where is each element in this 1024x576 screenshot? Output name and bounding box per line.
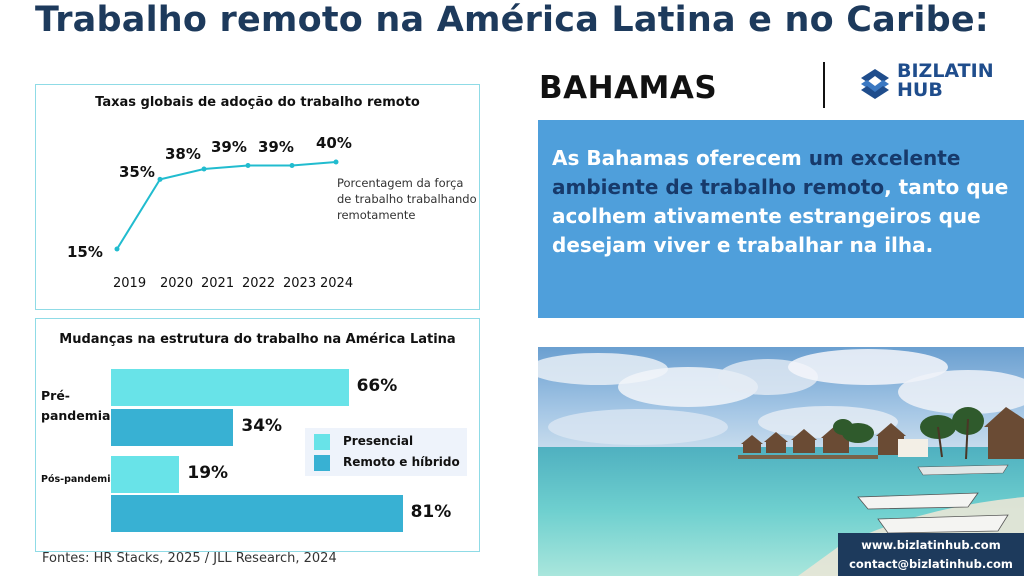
group-label-post: Pós-pandemia: [41, 474, 117, 485]
line-value-label-2021: 38%: [165, 145, 201, 163]
bar-post-remoto: [111, 495, 403, 532]
line-chart-title: Taxas globais de adoção do trabalho remo…: [95, 95, 420, 110]
header-divider: [823, 62, 825, 108]
line-point-2019: [114, 246, 120, 252]
bar-value-label-post-remoto: 81%: [410, 502, 452, 522]
x-tick-label-2024: 2024: [320, 276, 354, 291]
bar-value-label-pre-remoto: 34%: [241, 416, 283, 436]
bar-chart-legend: Presencial Remoto e híbrido: [305, 428, 467, 476]
email-link[interactable]: contact@bizlatinhub.com: [849, 557, 1013, 571]
x-tick-label-2023: 2023: [283, 276, 317, 291]
line-value-label-2020: 35%: [119, 163, 155, 181]
line-point-2021: [201, 166, 207, 172]
contact-box: www.bizlatinhub.com contact@bizlatinhub.…: [838, 533, 1024, 576]
line-point-2022: [245, 162, 251, 168]
legend-label-presencial: Presencial: [343, 434, 414, 448]
legend-swatch-presencial: [314, 434, 330, 450]
line-chart-panel: Taxas globais de adoção do trabalho remo…: [35, 84, 480, 310]
website-link[interactable]: www.bizlatinhub.com: [861, 538, 1001, 552]
description-part-1: As Bahamas oferecem: [552, 146, 809, 170]
description-panel: [538, 120, 1024, 318]
line-value-label-2023: 39%: [258, 138, 294, 156]
line-point-2020: [157, 176, 163, 182]
country-heading: BAHAMAS: [539, 70, 718, 106]
page-title: Trabalho remoto na América Latina e no C…: [34, 0, 989, 40]
bar-pre-remoto: [111, 409, 234, 446]
logo-line-1: BIZLATIN: [897, 60, 994, 82]
logo-line-2: HUB: [897, 79, 943, 101]
bar-value-label-pre-presencial: 66%: [356, 376, 398, 396]
line-value-label-2024: 40%: [316, 134, 352, 152]
legend-swatch-remoto: [314, 455, 330, 471]
line-value-label-2019: 15%: [67, 243, 103, 261]
beach-photo: www.bizlatinhub.com contact@bizlatinhub.…: [538, 347, 1024, 576]
series-line: [116, 161, 337, 250]
line-value-label-2022: 39%: [211, 138, 247, 156]
bizlatinhub-logo-icon: [861, 69, 889, 99]
bar-chart-title: Mudanças na estrutura do trabalho na Amé…: [59, 332, 456, 347]
legend-label-remoto: Remoto e híbrido: [343, 455, 460, 469]
line-chart-annotation: Porcentagem da força de trabalho trabalh…: [337, 176, 477, 222]
x-tick-label-2021: 2021: [201, 276, 235, 291]
bizlatinhub-logo-text: BIZLATIN HUB: [897, 62, 994, 100]
description-part-2: , tanto que acolhem ativamente estrangei…: [552, 175, 1009, 257]
group-label-pre: Pré-pandemia: [41, 388, 111, 423]
description-highlight: um excelente ambiente de trabalho remoto: [552, 146, 961, 199]
sources-note: Fontes: HR Stacks, 2025 / JLL Research, …: [42, 551, 337, 566]
x-tick-label-2019: 2019: [113, 276, 147, 291]
x-tick-label-2020: 2020: [160, 276, 194, 291]
x-tick-label-2022: 2022: [242, 276, 276, 291]
bar-pre-presencial: [111, 369, 349, 406]
bar-value-label-post-presencial: 19%: [187, 463, 229, 483]
description-text: As Bahamas oferecem um excelente ambient…: [552, 144, 1012, 260]
bar-post-presencial: [111, 456, 180, 493]
line-point-2023: [289, 162, 295, 168]
line-point-2024: [333, 159, 339, 165]
